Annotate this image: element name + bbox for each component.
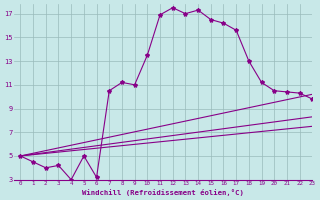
X-axis label: Windchill (Refroidissement éolien,°C): Windchill (Refroidissement éolien,°C) [82, 189, 244, 196]
